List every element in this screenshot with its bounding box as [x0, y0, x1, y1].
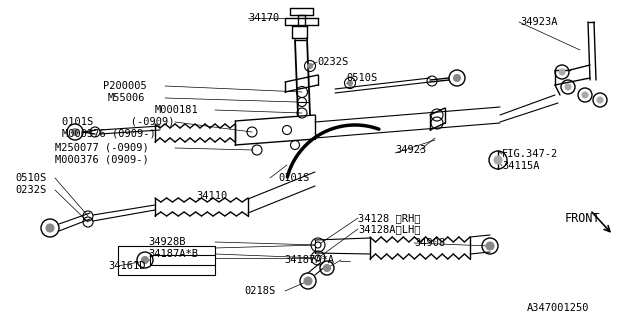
Text: 34170: 34170	[248, 13, 279, 23]
Text: M55006: M55006	[108, 93, 145, 103]
Circle shape	[72, 129, 79, 135]
Circle shape	[582, 92, 588, 98]
Circle shape	[141, 257, 148, 263]
Circle shape	[307, 63, 312, 68]
Text: A347001250: A347001250	[527, 303, 589, 313]
Circle shape	[494, 156, 502, 164]
Text: 34161D: 34161D	[108, 261, 145, 271]
Text: 0510S: 0510S	[15, 173, 46, 183]
Text: M000376 (0909-): M000376 (0909-)	[62, 128, 156, 138]
Text: 34128A〈LH〉: 34128A〈LH〉	[358, 224, 420, 234]
Text: M250077 (-0909): M250077 (-0909)	[55, 143, 148, 153]
Text: 34923: 34923	[395, 145, 426, 155]
Bar	[118, 246, 215, 275]
Text: 0232S: 0232S	[15, 185, 46, 195]
Text: 34128 〈RH〉: 34128 〈RH〉	[358, 213, 420, 223]
Circle shape	[348, 81, 353, 85]
Circle shape	[46, 224, 54, 232]
Text: 0232S: 0232S	[317, 57, 348, 67]
Circle shape	[315, 242, 321, 248]
Circle shape	[454, 75, 461, 82]
Circle shape	[304, 277, 312, 285]
Circle shape	[565, 84, 571, 90]
Text: 0510S: 0510S	[346, 73, 377, 83]
Circle shape	[323, 265, 330, 271]
Text: 34908: 34908	[414, 238, 445, 248]
Text: M000181: M000181	[155, 105, 199, 115]
Text: P200005: P200005	[103, 81, 147, 91]
Circle shape	[597, 97, 603, 103]
Text: M000376 (0909-): M000376 (0909-)	[55, 154, 148, 164]
Text: 34110: 34110	[196, 191, 227, 201]
Circle shape	[559, 69, 565, 75]
Circle shape	[315, 255, 321, 261]
Text: FIG.347-2: FIG.347-2	[502, 149, 558, 159]
Text: 34187A*B: 34187A*B	[148, 249, 198, 259]
Text: 0218S: 0218S	[244, 286, 275, 296]
Text: 34187A*A: 34187A*A	[284, 255, 334, 265]
Text: 0101S: 0101S	[278, 173, 309, 183]
Text: 34115A: 34115A	[502, 161, 540, 171]
Text: FRONT: FRONT	[565, 212, 600, 225]
Text: 34928B: 34928B	[148, 237, 186, 247]
Text: 34923A: 34923A	[520, 17, 557, 27]
Text: 0101S      (-0909): 0101S (-0909)	[62, 117, 175, 127]
Circle shape	[486, 242, 494, 250]
